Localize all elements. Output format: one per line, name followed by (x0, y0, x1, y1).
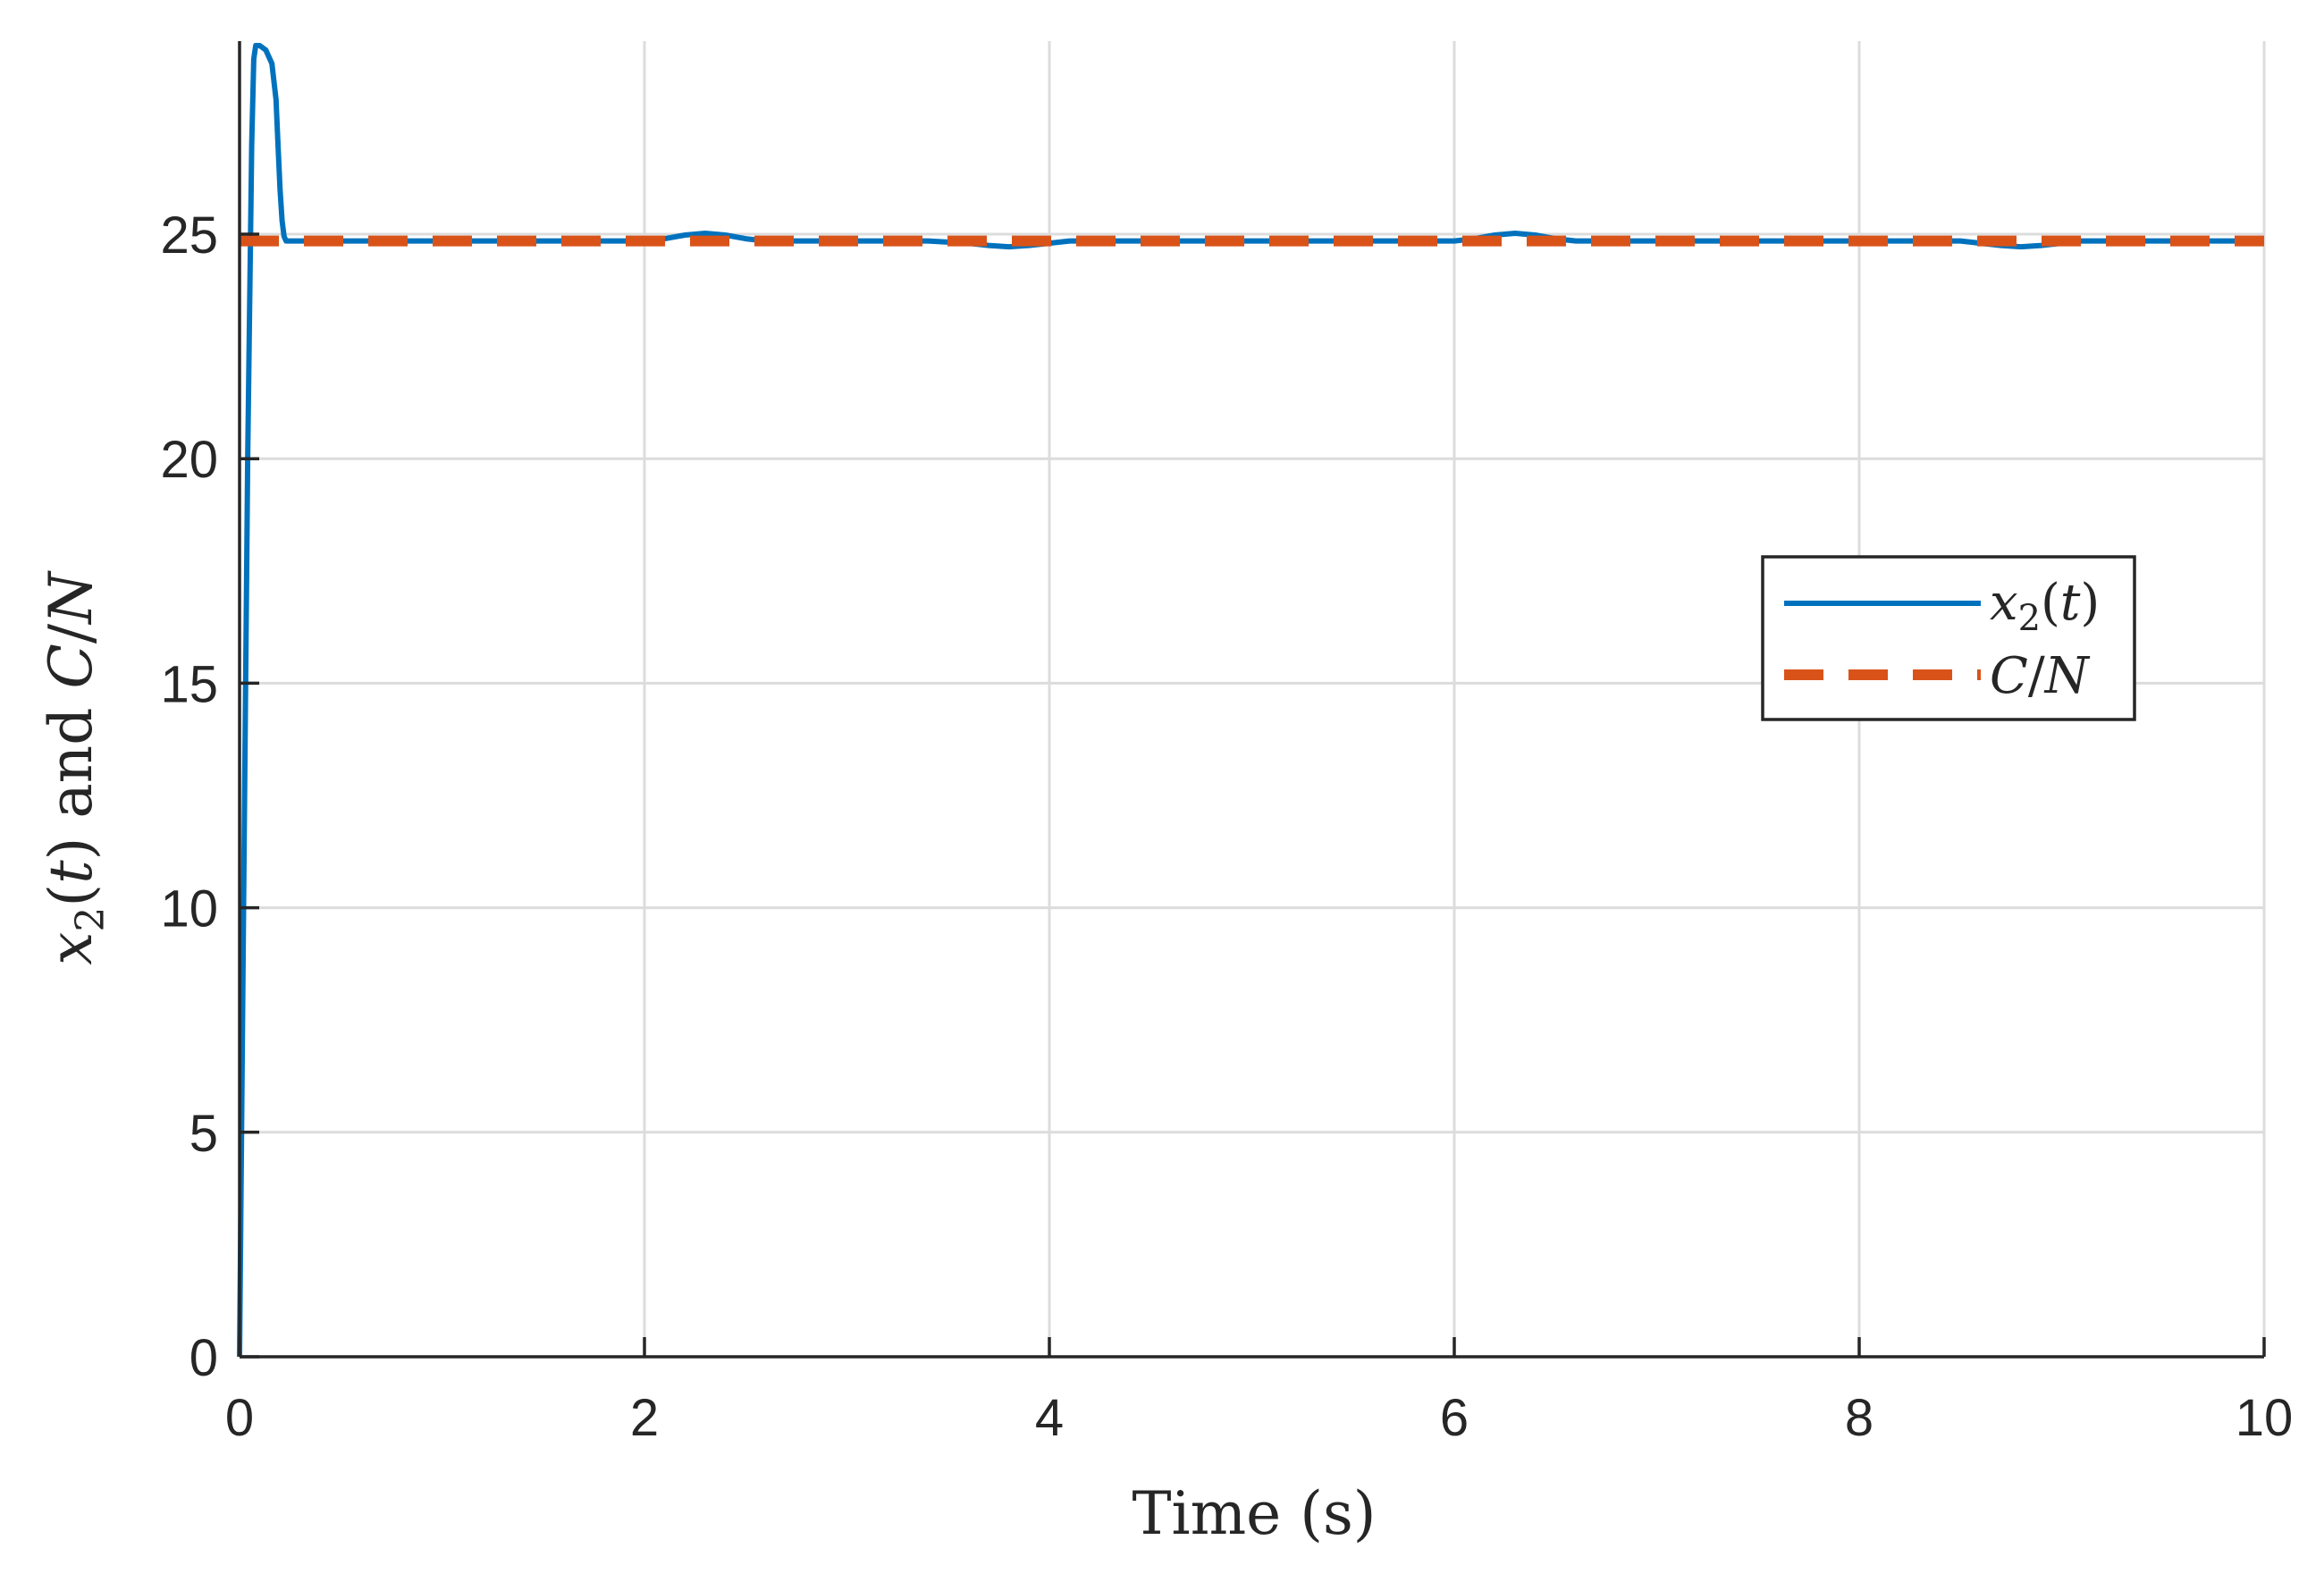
x-axis-title: Time (s) (1132, 1479, 1376, 1548)
plot-series (237, 43, 2264, 1358)
x-tick-label: 4 (1035, 1389, 1064, 1447)
x-tick-label: 0 (225, 1389, 254, 1447)
y-tick-label: 15 (160, 655, 218, 713)
legend-box (1761, 555, 2136, 721)
y-tick-label: 25 (160, 206, 218, 265)
horizontal-gridlines (240, 232, 2264, 1359)
x-tick-labels: 0 2 4 6 8 10 (225, 1389, 2293, 1447)
y-tick-label: 0 (189, 1329, 218, 1387)
x-tick-marks (238, 1337, 2266, 1357)
y-tick-label: 5 (189, 1105, 218, 1163)
y-axis-title: x2(t) and C/N (37, 570, 114, 965)
x-tick-label: 8 (1845, 1389, 1874, 1447)
legend-label-cn: C/N (1990, 647, 2091, 705)
series-line-x2 (237, 43, 2264, 1358)
y-tick-marks (240, 232, 259, 1359)
legend: x2(t) C/N (1761, 555, 2136, 721)
x-tick-label: 6 (1440, 1389, 1469, 1447)
x-tick-label: 2 (630, 1389, 659, 1447)
y-tick-labels: 0 5 10 15 20 25 (160, 206, 218, 1387)
x-tick-label: 10 (2236, 1389, 2294, 1447)
y-tick-label: 20 (160, 431, 218, 489)
axes (238, 41, 2264, 1359)
legend-label-x2: x2(t) (1990, 574, 2100, 639)
y-tick-label: 10 (160, 880, 218, 938)
